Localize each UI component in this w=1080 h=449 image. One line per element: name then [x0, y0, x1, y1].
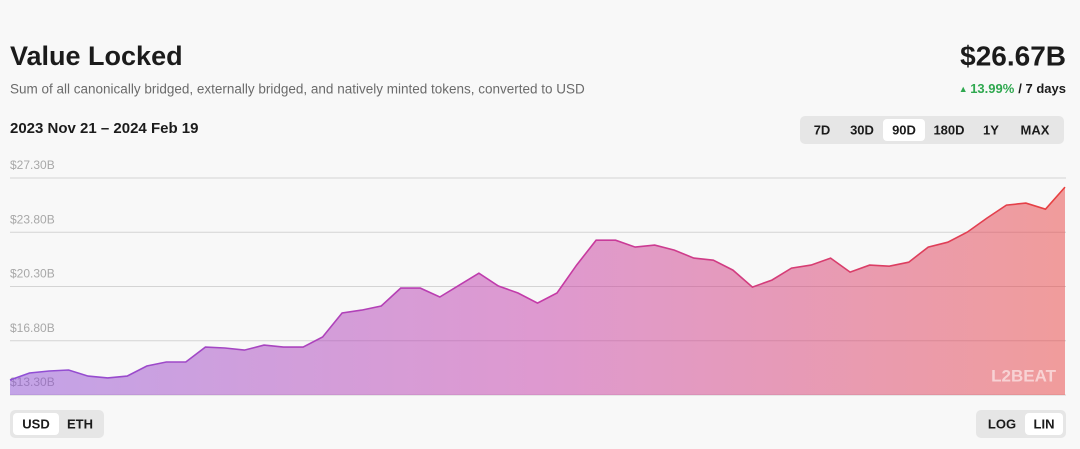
button[interactable]	[1025, 413, 1063, 435]
area	[10, 187, 1065, 395]
chart-title: Value Locked	[10, 41, 183, 71]
y-tick-label: $27.30B	[10, 158, 55, 172]
button-label[interactable]: MAX	[1021, 122, 1050, 137]
change-percent: 13.99%	[970, 81, 1015, 96]
button-label[interactable]: 90D	[892, 122, 916, 137]
button[interactable]	[13, 413, 59, 435]
button[interactable]	[883, 119, 925, 141]
plot: $13.30B$16.80B$20.30B$23.80B$27.30BL2BEA…	[9, 158, 1066, 396]
total-value: $26.67B	[960, 40, 1066, 71]
button-group	[800, 116, 1064, 144]
change: ▲ 13.99%/ 7 days	[959, 81, 1066, 96]
change-period: / 7 days	[1018, 81, 1066, 96]
watermark: L2BEAT	[991, 366, 1056, 385]
button-label[interactable]: 7D	[814, 122, 831, 137]
y-tick-label: $23.80B	[10, 212, 55, 226]
y-tick-label: $20.30B	[10, 267, 55, 281]
line	[9, 186, 1066, 381]
date-range: 2023 Nov 21 – 2024 Feb 19	[10, 120, 198, 137]
button-label[interactable]: 1Y	[983, 122, 999, 137]
change-arrow: ▲	[959, 84, 970, 94]
y-tick-label: $16.80B	[10, 321, 55, 335]
button-label[interactable]: USD	[22, 416, 49, 431]
button-label[interactable]: ETH	[67, 416, 93, 431]
controls: 7D 30D 90D 180D 1Y MAX USD ETH LOG LIN	[10, 116, 1066, 438]
button-label[interactable]: 30D	[850, 122, 874, 137]
button-label[interactable]: LOG	[988, 416, 1016, 431]
button-label[interactable]: LIN	[1034, 416, 1055, 431]
button-label[interactable]: 180D	[933, 122, 964, 137]
chart-subtitle: Sum of all canonically bridged, external…	[10, 82, 585, 97]
